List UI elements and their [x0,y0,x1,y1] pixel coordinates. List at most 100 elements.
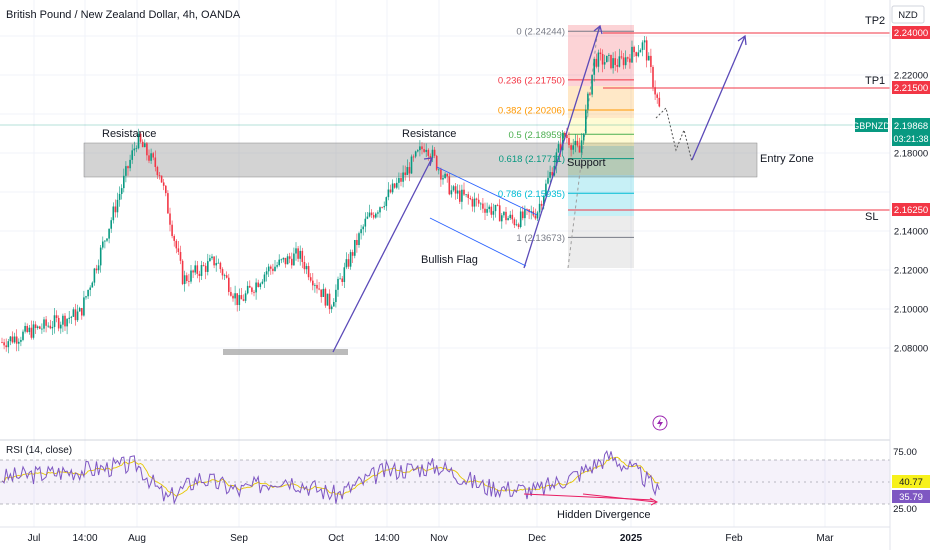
candle-body [490,206,493,215]
candle-body [587,93,589,110]
candle-body [622,57,625,66]
candle-body [639,49,642,53]
candle-body [186,275,188,282]
candle-body [351,252,354,256]
time-tick-label: 14:00 [72,533,97,544]
candle-body [135,148,138,150]
candle-body [18,341,20,344]
grid [0,0,890,527]
candle-body [13,336,16,343]
candle-body [89,287,91,290]
candle-body [561,132,564,151]
hidden-divergence-label: Hidden Divergence [557,509,651,521]
candle-body [324,288,327,306]
candle-body [488,206,490,210]
candle-body [144,143,146,148]
candle-body [440,169,442,180]
candle-body [627,57,629,59]
candle-body [265,271,268,275]
candle-body [549,172,551,178]
candle-body [564,132,566,135]
candle-body [68,317,70,319]
candle-body [240,295,243,300]
candle-body [223,275,226,277]
rsi-tick-label: 25.00 [893,504,917,515]
candle-body [66,318,68,327]
candle-body [656,94,658,98]
candle-body [597,52,600,67]
candle-body [53,315,56,327]
candle-body [501,215,503,222]
candle-body [347,259,350,267]
candle-body [141,141,144,148]
divergence-line-2 [582,493,657,503]
candle-body [255,282,257,293]
candle-body [309,277,312,281]
candle-body [610,54,612,69]
resistance-label-2: Resistance [402,128,456,140]
price-tick-label: 2.14000 [894,227,928,238]
candle-body [633,46,635,53]
time-axis[interactable]: Jul 14:00 Aug Sep Oct 14:00 Nov Dec 2025 Feb Mar [28,533,835,544]
candle-body [123,175,125,189]
tp1-price-tag [892,81,930,94]
lightning-icon-bolt [657,418,663,428]
candle-body [431,149,434,158]
impulse-arrow-1 [332,157,433,353]
candle-body [387,189,390,198]
candle-body [398,178,400,183]
time-tick-label: Oct [328,533,344,544]
candle-body [60,324,62,329]
projection-arrow [691,35,746,161]
candle-body [49,325,52,329]
candle-body [645,40,648,61]
candle-body [280,259,283,261]
candle-body [505,211,507,221]
candle-body [498,205,501,222]
candle-body [534,215,537,219]
candle-body [5,345,7,348]
time-tick-label: Mar [816,533,834,544]
candle-body [131,150,133,160]
candle-body [129,159,131,169]
candle-body [414,151,417,157]
candle-body [47,325,49,327]
candle-body [511,214,514,220]
candle-body [22,331,24,340]
candle-body [375,213,377,218]
candle-body [335,289,337,303]
fib-level-label: 1 (2.13673) [516,233,565,244]
candle-body [494,204,497,212]
candle-body [28,327,31,333]
candle-body [259,283,262,287]
candle-body [480,203,482,205]
candle-body [148,155,150,161]
candle-body [421,146,423,150]
candle-body [381,207,383,209]
candle-body [459,190,461,202]
projection-arrow-head [737,34,747,46]
rsi-tick-label: 75.00 [893,447,917,458]
candle-body [194,265,196,273]
candle-body [557,144,560,153]
currency-box[interactable] [891,5,925,24]
candle-body [446,173,448,177]
rsi-line [1,449,660,505]
candle-body [318,288,320,290]
fib-zone-236-382 [568,86,634,118]
candle-body [158,175,161,176]
candle-body [78,308,81,312]
candle-body [574,140,577,146]
candle-body [654,87,656,95]
candle-body [51,326,54,329]
time-tick-label: Jul [28,533,41,544]
candle-body [601,53,604,65]
candle-body [93,268,96,283]
candle-body [257,282,259,287]
candle-body [192,270,194,273]
candle-body [608,54,610,56]
candle-body [83,297,85,316]
candle-body [125,166,127,176]
tp2-label: TP2 [865,15,885,27]
